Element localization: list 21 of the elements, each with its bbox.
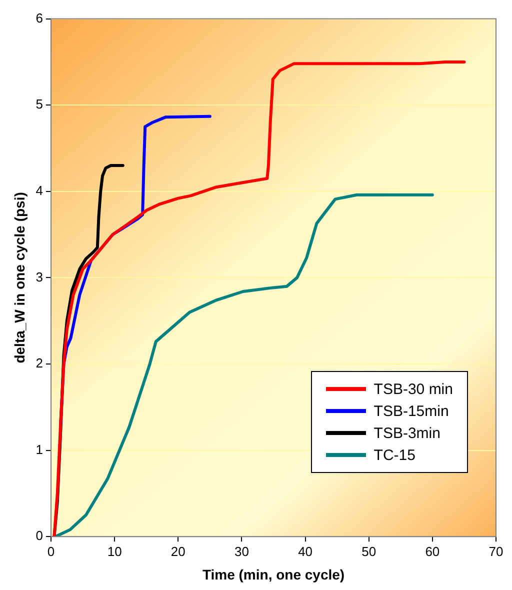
legend-label: TC-15 xyxy=(374,446,416,464)
x-tick-label: 50 xyxy=(362,544,376,559)
x-tick-label: 20 xyxy=(170,544,186,559)
y-axis-title: delta_W in one cycle (psi) xyxy=(11,192,28,364)
y-tick-label: 5 xyxy=(36,96,44,112)
legend-label: TSB-30 min xyxy=(374,380,453,398)
legend-label: TSB-3min xyxy=(374,424,440,442)
x-tick-label: 40 xyxy=(298,544,313,559)
x-tick-label: 70 xyxy=(488,544,504,559)
y-tick-label: 6 xyxy=(36,10,44,26)
legend-label: TSB-15min xyxy=(374,402,449,420)
x-tick-label: 0 xyxy=(47,544,55,559)
x-axis-title: Time (min, one cycle) xyxy=(202,566,345,582)
x-tick-label: 10 xyxy=(107,544,122,559)
x-tick-label: 30 xyxy=(234,544,249,559)
y-tick-label: 0 xyxy=(36,528,44,544)
y-tick-label: 1 xyxy=(36,442,44,457)
x-tick-label: 60 xyxy=(425,544,440,559)
y-tick-label: 4 xyxy=(36,182,44,198)
y-tick-label: 2 xyxy=(36,356,44,371)
y-tick-label: 3 xyxy=(36,269,44,284)
